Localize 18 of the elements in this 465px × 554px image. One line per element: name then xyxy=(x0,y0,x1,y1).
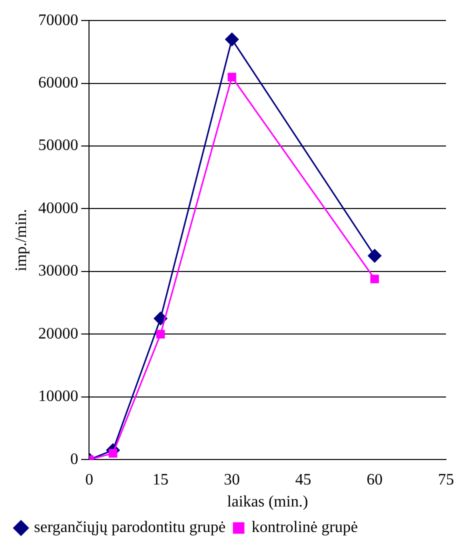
y-tick-label: 50000 xyxy=(38,137,78,154)
x-tick-label: 45 xyxy=(295,471,312,488)
x-tick-label: 15 xyxy=(152,471,169,488)
x-tick-label: 0 xyxy=(85,471,94,488)
x-tick-label: 30 xyxy=(224,471,240,488)
legend-label: kontrolinė grupė xyxy=(252,519,358,536)
y-tick-label: 60000 xyxy=(38,74,78,92)
y-tick-label: 70000 xyxy=(38,12,78,29)
x-tick-label: 60 xyxy=(366,471,383,488)
y-tick-label: 30000 xyxy=(38,262,78,280)
x-axis-title: laikas (min.) xyxy=(227,494,308,511)
y-tick-label: 10000 xyxy=(38,388,78,406)
y-tick-label: 20000 xyxy=(38,325,78,342)
y-tick-label: 0 xyxy=(70,450,78,468)
y-tick-label: 40000 xyxy=(38,200,78,217)
legend-label: sergančiųjų parodontitu grupė xyxy=(34,519,226,536)
y-axis-title: imp./min. xyxy=(12,208,30,272)
x-tick-label: 75 xyxy=(438,471,454,488)
